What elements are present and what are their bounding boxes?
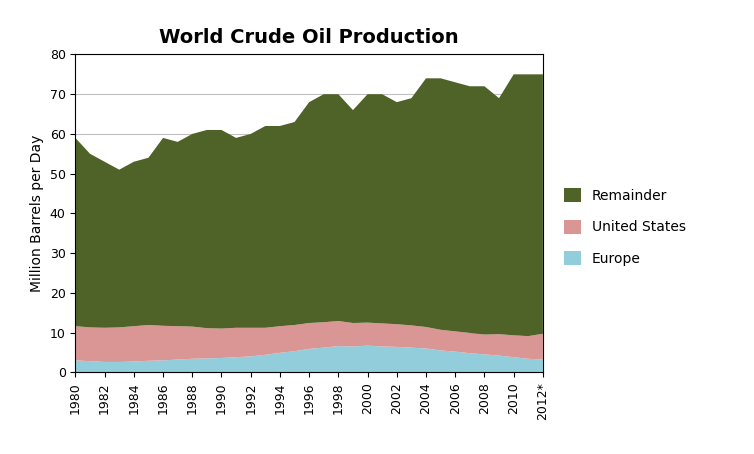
- Y-axis label: Million Barrels per Day: Million Barrels per Day: [30, 135, 44, 292]
- Title: World Crude Oil Production: World Crude Oil Production: [159, 28, 459, 47]
- Legend: Remainder, United States, Europe: Remainder, United States, Europe: [557, 181, 693, 273]
